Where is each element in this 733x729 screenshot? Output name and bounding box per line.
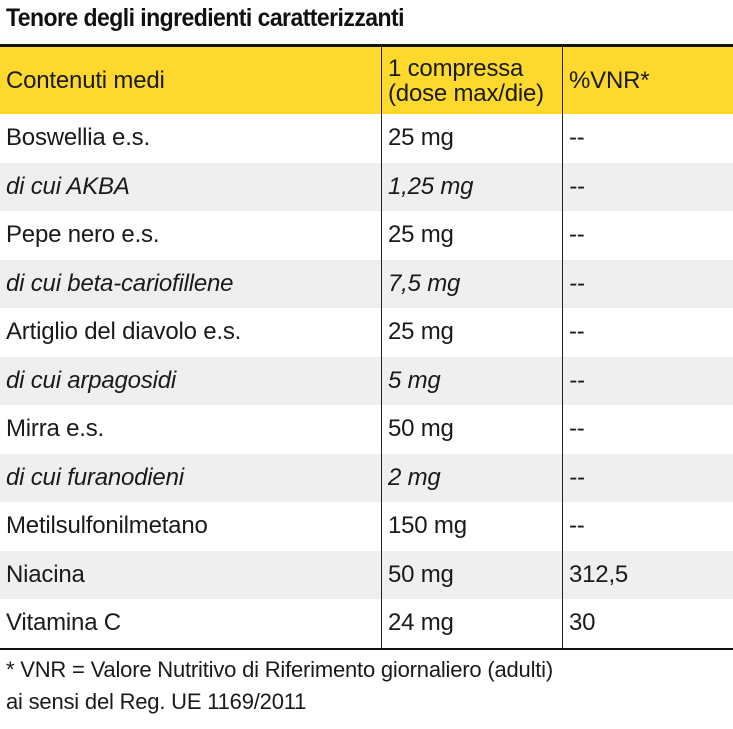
table-row: di cui AKBA 1,25 mg -- <box>0 162 733 211</box>
footnote: * VNR = Valore Nutritivo di Riferimento … <box>6 654 553 718</box>
ingredient-name-cell: Pepe nero e.s. <box>6 221 160 249</box>
table-body: Boswellia e.s. 25 mg -- di cui AKBA 1,25 mg -… <box>0 114 733 648</box>
table-header-row: Contenuti medi 1 compressa (dose max/die… <box>0 47 733 114</box>
vnr-cell: -- <box>562 162 733 211</box>
ingredient-name-cell: di cui arpagosidi <box>6 366 177 394</box>
header-contenuti-medi: Contenuti medi <box>6 67 165 94</box>
vnr-cell: -- <box>562 114 733 163</box>
ingredient-name-cell: Metilsulfonilmetano <box>6 512 208 540</box>
dose-cell: 25 mg <box>381 211 562 260</box>
ingredient-name-cell: di cui furanodieni <box>6 463 184 491</box>
vnr-cell: -- <box>562 259 733 308</box>
header-compressa-line1: 1 compressa <box>388 54 524 82</box>
vnr-cell: -- <box>562 453 733 502</box>
ingredient-name-cell: Vitamina C <box>6 609 121 637</box>
ingredient-name-cell: di cui AKBA <box>6 172 130 200</box>
vnr-cell: -- <box>562 405 733 454</box>
table-row: Niacina 50 mg 312,5 <box>0 550 733 599</box>
table-top-rule <box>0 44 733 47</box>
ingredient-name-cell: di cui beta-cariofillene <box>6 269 234 297</box>
dose-cell: 150 mg <box>381 502 562 551</box>
dose-cell: 50 mg <box>381 550 562 599</box>
table-row: Pepe nero e.s. 25 mg -- <box>0 211 733 260</box>
table-row: di cui arpagosidi 5 mg -- <box>0 356 733 405</box>
header-compressa-line2: (dose max/die) <box>388 79 544 107</box>
table-row: Metilsulfonilmetano 150 mg -- <box>0 502 733 551</box>
table-row: di cui beta-cariofillene 7,5 mg -- <box>0 259 733 308</box>
table-row: Vitamina C 24 mg 30 <box>0 599 733 648</box>
ingredient-name-cell: Boswellia e.s. <box>6 124 150 152</box>
header-vnr: %VNR* <box>562 47 733 114</box>
vnr-cell: -- <box>562 308 733 357</box>
header-compressa: 1 compressa (dose max/die) <box>381 47 562 114</box>
vnr-cell: 30 <box>562 599 733 648</box>
table-title: Tenore degli ingredienti caratterizzanti <box>6 4 405 32</box>
ingredient-name-cell: Artiglio del diavolo e.s. <box>6 318 242 346</box>
dose-cell: 7,5 mg <box>381 259 562 308</box>
dose-cell: 50 mg <box>381 405 562 454</box>
dose-cell: 25 mg <box>381 114 562 163</box>
vnr-cell: -- <box>562 356 733 405</box>
ingredient-name-cell: Niacina <box>6 560 85 588</box>
table-row: Boswellia e.s. 25 mg -- <box>0 114 733 163</box>
ingredients-table: Contenuti medi 1 compressa (dose max/die… <box>0 44 733 650</box>
vnr-cell: -- <box>562 502 733 551</box>
dose-cell: 24 mg <box>381 599 562 648</box>
vnr-cell: 312,5 <box>562 550 733 599</box>
table-row: Artiglio del diavolo e.s. 25 mg -- <box>0 308 733 357</box>
dose-cell: 25 mg <box>381 308 562 357</box>
footnote-line-1: * VNR = Valore Nutritivo di Riferimento … <box>6 657 553 682</box>
vnr-cell: -- <box>562 211 733 260</box>
footnote-line-2: ai sensi del Reg. UE 1169/2011 <box>6 689 307 714</box>
table-row: di cui furanodieni 2 mg -- <box>0 453 733 502</box>
ingredient-name-cell: Mirra e.s. <box>6 415 105 443</box>
dose-cell: 1,25 mg <box>381 162 562 211</box>
table-bottom-rule <box>0 647 733 650</box>
table-row: Mirra e.s. 50 mg -- <box>0 405 733 454</box>
dose-cell: 2 mg <box>381 453 562 502</box>
dose-cell: 5 mg <box>381 356 562 405</box>
